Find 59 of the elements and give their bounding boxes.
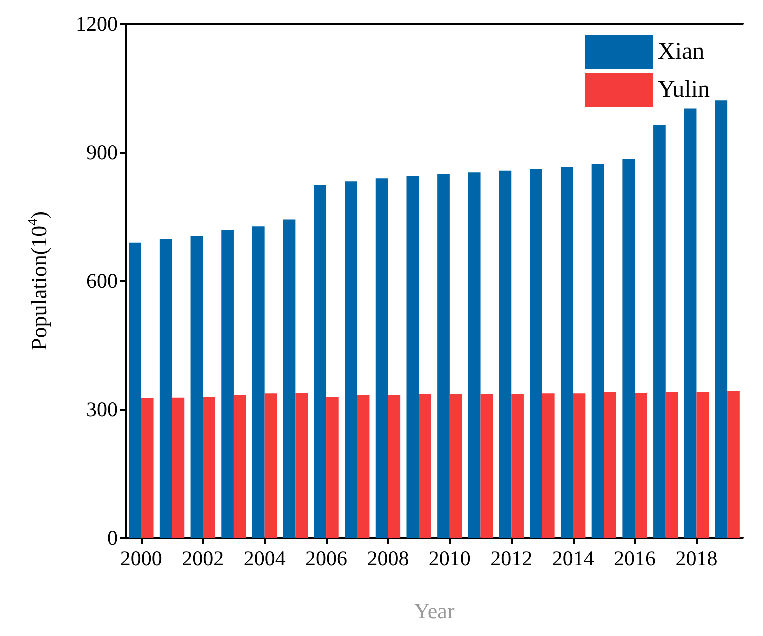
x-tick-label: 2008	[367, 546, 410, 570]
bar	[592, 164, 604, 538]
x-axis-title: Year	[414, 598, 456, 624]
bar	[129, 242, 142, 538]
bar	[252, 226, 265, 538]
bar	[530, 169, 542, 538]
bar	[388, 395, 401, 538]
x-tick-label: 2004	[244, 546, 286, 570]
bar	[560, 167, 574, 538]
bar	[419, 394, 432, 538]
bar	[203, 397, 216, 538]
y-tick-label: 0	[108, 526, 118, 550]
bar	[376, 178, 388, 538]
y-axis-title: Population(104)	[26, 212, 52, 350]
x-tick-label: 2010	[428, 546, 471, 570]
bar	[357, 395, 370, 538]
bar	[172, 398, 185, 538]
bar	[345, 182, 358, 538]
bar	[160, 239, 172, 538]
bar	[314, 185, 327, 538]
bar	[406, 176, 420, 538]
bar	[604, 392, 617, 538]
x-tick-label: 2006	[306, 546, 348, 570]
y-tick-label: 300	[86, 398, 118, 422]
bar	[684, 108, 697, 538]
x-tick-label: 2002	[182, 546, 224, 570]
legend-label: Yulin	[658, 77, 710, 103]
bar	[234, 395, 246, 538]
bar	[468, 172, 481, 538]
bar	[296, 393, 308, 538]
x-tick-label: 2014	[552, 546, 595, 570]
x-tick-label: 2012	[490, 546, 533, 570]
bar	[480, 394, 494, 538]
bar	[573, 394, 586, 538]
y-tick-label: 600	[86, 269, 118, 293]
bar	[666, 392, 678, 538]
bar	[512, 394, 524, 538]
bar	[326, 397, 339, 538]
x-tick-label: 2000	[120, 546, 162, 570]
y-tick-label: 900	[86, 140, 118, 164]
x-tick-label: 2016	[614, 546, 656, 570]
bar	[450, 394, 462, 538]
bar	[283, 220, 296, 538]
bar	[728, 392, 740, 538]
bar	[499, 170, 512, 538]
legend-label: Xian	[658, 39, 705, 65]
bar	[696, 392, 710, 538]
bar	[438, 174, 450, 538]
bar	[190, 236, 204, 538]
bar	[622, 159, 636, 538]
bar	[654, 126, 666, 538]
bar	[635, 393, 648, 538]
bar	[222, 230, 234, 538]
x-tick-label: 2018	[676, 546, 718, 570]
bar	[264, 394, 278, 538]
bar	[141, 398, 154, 538]
y-tick-label: 1200	[76, 12, 118, 36]
bar	[542, 394, 555, 538]
bar	[715, 100, 728, 538]
